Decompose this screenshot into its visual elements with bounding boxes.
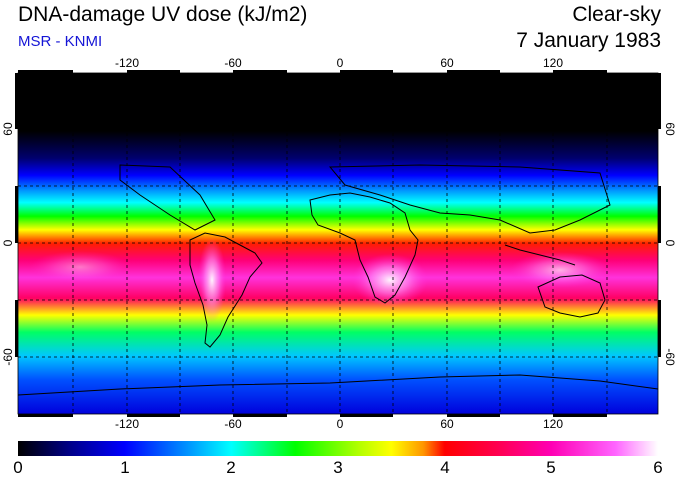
colorbar-tick-5: 5 [546,458,555,477]
lon-label-bottom-2: -60 [224,417,242,431]
map-frame [15,70,661,417]
south-america-outline [189,232,263,348]
lon-label-top-5: 120 [543,56,563,70]
colorbar-tick-1: 1 [120,458,129,477]
colorbar-tick-2: 2 [226,458,235,477]
antarctica-outline [17,374,659,396]
colorbar [18,441,658,456]
colorbar-tick-6: 6 [653,458,662,477]
lon-label-bottom-5: 120 [543,417,563,431]
colorbar-tick-3: 3 [333,458,342,477]
map-subtitle: MSR - KNMI [18,33,103,50]
lon-label-top-3: 0 [337,56,344,70]
lon-label-top-4: 60 [440,56,454,70]
coastlines [17,164,659,396]
eurasia-outline [328,164,611,234]
africa-outline [309,192,419,304]
sky-condition: Clear-sky [572,3,661,26]
lat-label-left-3: -60 [1,348,15,366]
lon-label-bottom-3: 0 [337,417,344,431]
lon-label-top-2: -60 [224,56,242,70]
colorbar-tick-4: 4 [440,458,449,477]
uv-field [18,73,658,414]
lat-label-right-1: 60 [663,122,677,136]
graticule [18,73,658,414]
colorbar-labels: 0 1 2 3 4 5 6 [13,458,662,477]
indonesia-outline [504,244,576,266]
lat-label-right-2: 0 [663,240,677,247]
uv-dose-map: -120 -60 0 60 120 -120 -60 0 60 120 60 0… [1,56,677,456]
lon-label-bottom-1: -120 [115,417,139,431]
australia-outline [537,274,606,318]
lat-label-left-2: 0 [1,239,15,246]
colorbar-tick-0: 0 [13,458,22,477]
lon-label-bottom-4: 60 [440,417,454,431]
map-date: 7 January 1983 [516,29,661,52]
map-title: DNA-damage UV dose (kJ/m2) [18,3,308,26]
lon-label-top-1: -120 [115,56,139,70]
lat-label-right-3: -60 [663,348,677,366]
lat-label-left-1: 60 [1,122,15,136]
